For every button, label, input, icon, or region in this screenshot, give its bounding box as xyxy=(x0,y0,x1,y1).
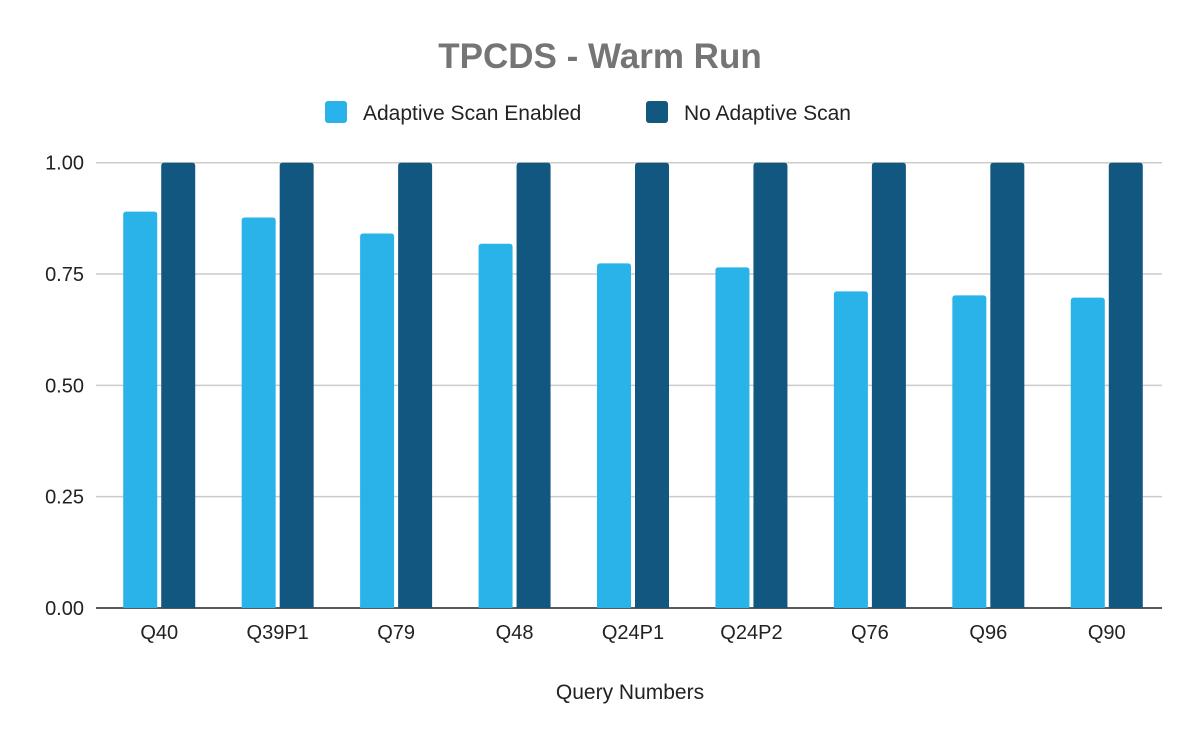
legend-swatch-adaptive xyxy=(325,101,347,123)
x-tick-label: Q90 xyxy=(1088,622,1126,644)
legend-label-adaptive: Adaptive Scan Enabled xyxy=(363,102,581,125)
legend-label-no-adaptive: No Adaptive Scan xyxy=(684,102,851,125)
bar-no-adaptive-scan xyxy=(161,162,196,608)
bar-adaptive-scan-enabled xyxy=(360,233,395,609)
bar-adaptive-scan-enabled xyxy=(241,217,276,608)
bar-no-adaptive-scan xyxy=(753,162,788,608)
x-tick-label: Q79 xyxy=(377,622,415,644)
bar-no-adaptive-scan xyxy=(990,162,1025,608)
bar-adaptive-scan-enabled xyxy=(833,291,868,608)
y-tick-label: 0.00 xyxy=(45,598,84,620)
bar-adaptive-scan-enabled xyxy=(715,267,750,608)
x-tick-label: Q24P1 xyxy=(602,622,664,644)
x-tick-label: Q24P2 xyxy=(720,622,782,644)
x-tick-label: Q39P1 xyxy=(247,622,309,644)
bar-adaptive-scan-enabled xyxy=(1070,297,1105,608)
chart-title: TPCDS - Warm Run xyxy=(438,37,761,76)
bar-adaptive-scan-enabled xyxy=(478,243,513,608)
bar-adaptive-scan-enabled xyxy=(597,263,631,608)
y-tick-label: 0.75 xyxy=(45,264,84,286)
y-tick-label: 1.00 xyxy=(45,153,84,175)
y-tick-label: 0.50 xyxy=(45,375,84,397)
x-axis-title: Query Numbers xyxy=(556,681,704,704)
bar-adaptive-scan-enabled xyxy=(123,211,158,609)
bar-no-adaptive-scan xyxy=(635,162,669,608)
x-tick-label: Q96 xyxy=(969,622,1007,644)
x-tick-label: Q40 xyxy=(140,622,178,644)
bar-no-adaptive-scan xyxy=(516,162,551,608)
x-tick-label: Q76 xyxy=(851,622,889,644)
bar-no-adaptive-scan xyxy=(1108,162,1143,608)
bar-no-adaptive-scan xyxy=(871,162,906,608)
legend: Adaptive Scan Enabled No Adaptive Scan xyxy=(325,101,851,125)
bar-adaptive-scan-enabled xyxy=(952,295,987,608)
bar-no-adaptive-scan xyxy=(279,162,314,608)
x-tick-label: Q48 xyxy=(496,622,534,644)
y-tick-label: 0.25 xyxy=(45,487,84,509)
bar-no-adaptive-scan xyxy=(398,162,433,608)
legend-swatch-no-adaptive xyxy=(646,101,668,123)
